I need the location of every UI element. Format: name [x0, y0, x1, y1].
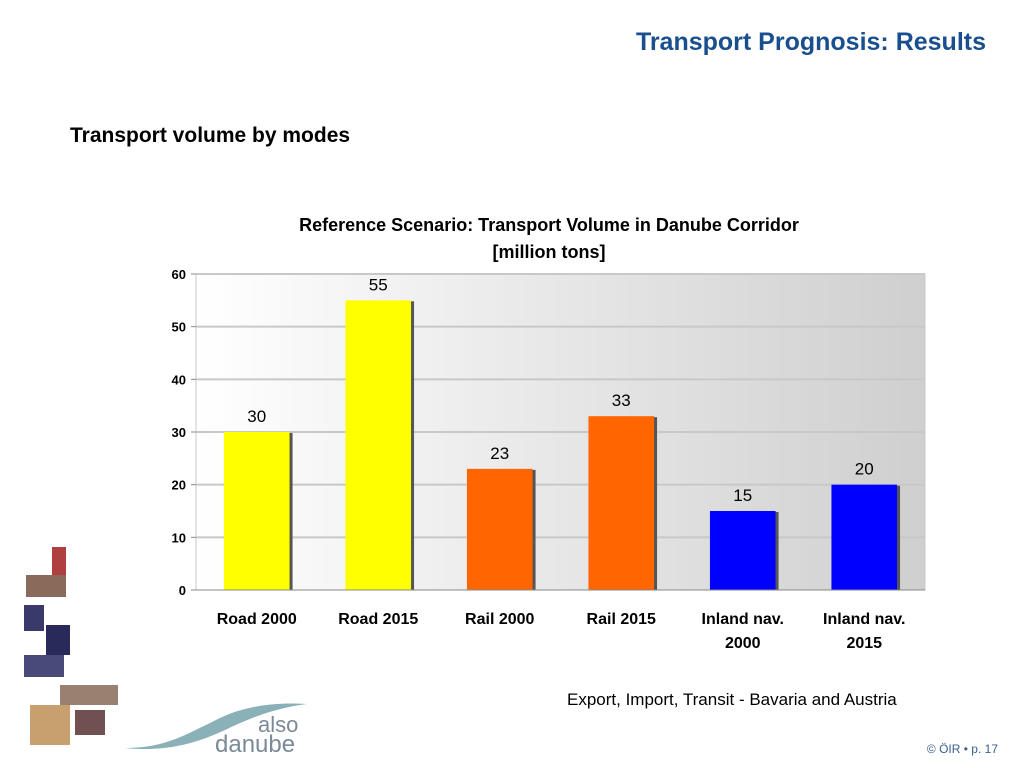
chart-title-line2: [million tons]	[493, 242, 606, 262]
bar-0	[223, 432, 290, 590]
y-tick-label: 0	[179, 583, 186, 598]
data-label: 33	[612, 391, 631, 410]
chart-note: Export, Import, Transit - Bavaria and Au…	[567, 690, 897, 709]
x-axis-categories: Road 2000 Road 2015 Rail 2000 Rail 2015 Inla…	[217, 611, 906, 652]
x-category-label: 2000	[725, 635, 761, 652]
data-label: 30	[247, 407, 266, 426]
logo-text-danube: danube	[215, 731, 295, 758]
y-tick-label: 10	[172, 530, 186, 545]
bar-2	[466, 468, 533, 590]
slide-title: Transport Prognosis: Results	[635, 28, 986, 56]
decorative-photo-collage	[24, 547, 118, 745]
data-labels: 30 55 23 33 15 20	[247, 275, 873, 505]
bar-3	[588, 416, 655, 590]
bar-5	[831, 484, 898, 590]
bar-4	[709, 511, 776, 590]
bars	[223, 300, 901, 590]
data-label: 23	[490, 444, 509, 463]
y-axis-ticks: 0 10 20 30 40 50 60	[172, 267, 196, 598]
x-category-label: Inland nav.	[702, 611, 784, 628]
y-tick-label: 50	[172, 320, 186, 335]
x-category-label: Inland nav.	[823, 611, 905, 628]
x-category-label: Rail 2015	[587, 611, 656, 628]
also-danube-logo: also danube	[125, 703, 307, 758]
y-tick-label: 40	[172, 372, 186, 387]
y-tick-label: 60	[172, 267, 186, 282]
x-category-label: Road 2015	[338, 611, 418, 628]
data-label: 55	[369, 275, 388, 294]
footer: © ÖIR • p. 17	[926, 742, 998, 756]
data-label: 15	[733, 486, 752, 505]
data-label: 20	[855, 460, 874, 479]
bar-1	[345, 300, 412, 590]
y-tick-label: 30	[172, 425, 186, 440]
x-category-label: Road 2000	[217, 611, 297, 628]
x-category-label: Rail 2000	[465, 611, 534, 628]
logo-text-also: also	[258, 712, 298, 737]
slide-subtitle: Transport volume by modes	[70, 124, 351, 147]
x-category-label: 2015	[846, 635, 882, 652]
y-tick-label: 20	[172, 478, 186, 493]
gridlines	[196, 273, 925, 539]
chart-title-line1: Reference Scenario: Transport Volume in …	[299, 215, 799, 235]
